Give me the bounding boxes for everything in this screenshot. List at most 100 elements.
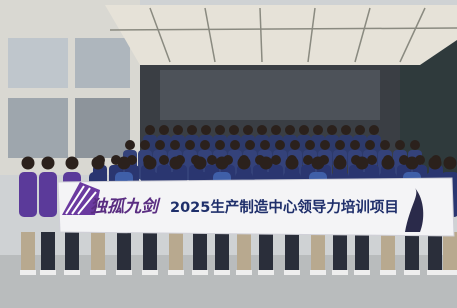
person-head: [207, 155, 217, 165]
person-legs: [41, 232, 55, 272]
logo-text: 独孤九剑: [90, 197, 161, 217]
person-head: [159, 155, 169, 165]
person-head: [215, 140, 225, 150]
person-shoes: [310, 270, 326, 275]
person-shoes: [354, 270, 370, 275]
person-head: [216, 157, 229, 170]
person-head: [356, 157, 369, 170]
person-legs: [259, 232, 273, 272]
person-head: [303, 155, 313, 165]
person-head: [145, 125, 155, 135]
person-head: [201, 125, 211, 135]
person-head: [334, 157, 347, 170]
person-head: [66, 157, 79, 170]
banner: 独孤九剑 2025生产制造中心领导力培训项目: [58, 178, 454, 236]
person-shoes: [284, 270, 300, 275]
person-legs: [381, 232, 395, 272]
person-legs: [143, 232, 157, 272]
person-head: [382, 157, 395, 170]
person-legs: [237, 232, 251, 272]
person-legs: [65, 232, 79, 272]
person-head: [238, 157, 251, 170]
person-legs: [21, 232, 35, 272]
person-legs: [428, 232, 442, 272]
person-legs: [405, 232, 419, 272]
person-shoes: [380, 270, 396, 275]
person-head: [299, 125, 309, 135]
person-shoes: [40, 270, 56, 275]
person-legs: [215, 232, 229, 272]
photo: 独孤九剑 2025生产制造中心领导力培训项目: [0, 0, 457, 308]
person-head: [42, 157, 55, 170]
canopy: [105, 5, 457, 65]
person-head: [286, 157, 299, 170]
entrance-glass: [160, 70, 380, 120]
person-legs: [193, 232, 207, 272]
person-shoes: [404, 270, 420, 275]
person-head: [429, 157, 442, 170]
person-shoes: [168, 270, 184, 275]
person-body: [19, 172, 37, 217]
person-head: [444, 157, 457, 170]
person-legs: [355, 232, 369, 272]
person-legs: [443, 232, 457, 272]
person-head: [355, 125, 365, 135]
person-head: [365, 140, 375, 150]
person-head: [118, 157, 131, 170]
person-shoes: [258, 270, 274, 275]
person-shoes: [142, 270, 158, 275]
person-head: [170, 140, 180, 150]
person-shoes: [64, 270, 80, 275]
person-head: [380, 140, 390, 150]
person-head: [170, 157, 183, 170]
person-shoes: [236, 270, 252, 275]
person-head: [410, 140, 420, 150]
window: [75, 38, 130, 88]
person-head: [230, 140, 240, 150]
person-head: [229, 125, 239, 135]
person-head: [271, 125, 281, 135]
person-head: [144, 157, 157, 170]
person-shoes: [427, 270, 443, 275]
person-head: [327, 125, 337, 135]
person-legs: [117, 232, 131, 272]
window: [8, 38, 68, 88]
person-head: [285, 125, 295, 135]
person-head: [260, 157, 273, 170]
banner-title: 2025生产制造中心领导力培训项目: [170, 198, 399, 216]
person-legs: [285, 232, 299, 272]
person-head: [341, 125, 351, 135]
person-shoes: [214, 270, 230, 275]
person-head: [290, 140, 300, 150]
person-head: [173, 125, 183, 135]
person-shoes: [442, 270, 457, 275]
person-head: [125, 140, 135, 150]
person-head: [275, 140, 285, 150]
person-head: [305, 140, 315, 150]
person-head: [187, 125, 197, 135]
person-head: [313, 125, 323, 135]
person-body: [39, 172, 57, 217]
person-legs: [91, 232, 105, 272]
person-head: [335, 140, 345, 150]
person-head: [271, 155, 281, 165]
window: [75, 98, 130, 158]
person-shoes: [332, 270, 348, 275]
person-head: [312, 157, 325, 170]
person-legs: [311, 232, 325, 272]
person-head: [260, 140, 270, 150]
person-head: [200, 140, 210, 150]
person-shoes: [116, 270, 132, 275]
person-legs: [169, 232, 183, 272]
window: [8, 98, 68, 158]
person-shoes: [192, 270, 208, 275]
person-head: [369, 125, 379, 135]
person-shoes: [20, 270, 36, 275]
person-head: [320, 140, 330, 150]
person-head: [215, 125, 225, 135]
person-head: [367, 155, 377, 165]
person-head: [22, 157, 35, 170]
person-head: [243, 125, 253, 135]
person-head: [159, 125, 169, 135]
person-head: [185, 140, 195, 150]
